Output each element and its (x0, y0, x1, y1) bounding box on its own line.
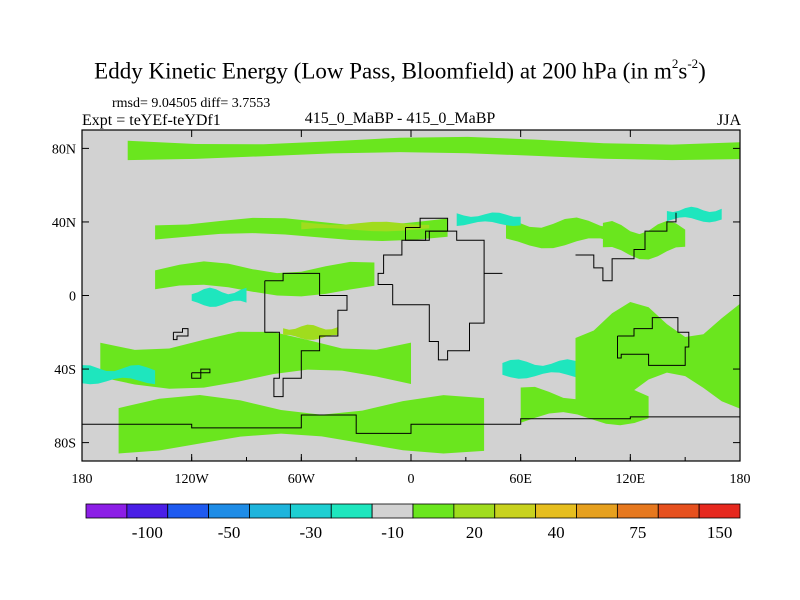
y-axis: 80N 40N 0 40S 80S (52, 142, 740, 452)
contour-region (456, 212, 521, 226)
contour-region (301, 221, 430, 232)
y-tick-label: 0 (69, 290, 76, 305)
colorbar-box (249, 503, 291, 519)
colorbar-label: 75 (629, 523, 646, 542)
contour-region (100, 331, 412, 389)
colorbar-box (535, 503, 577, 519)
experiment-label: Expt = teYEf-teYDf1 (82, 112, 221, 129)
colorbar-box (657, 503, 700, 519)
colorbar-box (412, 503, 455, 519)
colorbar: -100 -50 -30 -10 20 40 75 150 (85, 503, 741, 542)
contour-region (520, 386, 649, 426)
contour-region (666, 206, 722, 223)
colorbar-box (330, 503, 373, 519)
colorbar-box (576, 503, 618, 519)
coastline (172, 328, 189, 341)
colorbar-label: -30 (299, 523, 322, 542)
contour-region (506, 217, 613, 249)
chart-subtitle: 415_0_MaBP - 415_0_MaBP (304, 110, 496, 127)
colorbar-label: 20 (466, 523, 483, 542)
colorbar-label: -100 (132, 523, 163, 542)
coastline (264, 272, 348, 398)
x-tick-label: 120W (175, 472, 210, 487)
contour-region (575, 302, 740, 409)
contour-region (82, 365, 156, 385)
colorbar-box (208, 503, 250, 519)
coastline (617, 317, 690, 366)
colorbar-label: -50 (218, 523, 241, 542)
colorbar-box (616, 503, 659, 519)
colorbar-box (371, 503, 414, 519)
x-axis: 180 120W 60W 0 60E 120E 180 (72, 130, 751, 487)
season-label: JJA (716, 112, 741, 129)
coastline (82, 414, 740, 434)
coastline (575, 212, 677, 282)
y-tick-label: 80N (52, 142, 76, 157)
stats-label: rmsd= 9.04505 diff= 3.7553 (112, 96, 271, 111)
contour-region (127, 136, 740, 161)
coastlines (82, 212, 740, 434)
colorbar-box (289, 503, 332, 519)
y-tick-label: 80S (54, 437, 76, 452)
chart-title: Eddy Kinetic Energy (Low Pass, Bloomfiel… (94, 56, 706, 84)
y-tick-label: 40S (54, 363, 76, 378)
contour-region (155, 217, 448, 241)
colorbar-box (494, 503, 537, 519)
contour-region (191, 287, 247, 307)
colorbar-box (453, 503, 496, 519)
contour-region (602, 220, 686, 260)
x-tick-label: 0 (408, 472, 415, 487)
y-tick-label: 40N (52, 216, 76, 231)
colorbar-box (126, 503, 169, 519)
colorbar-label: 150 (707, 523, 733, 542)
contour-region (502, 359, 576, 379)
x-tick-label: 60E (509, 472, 532, 487)
coastline (377, 230, 503, 361)
colorbar-box (167, 503, 210, 519)
coastline (191, 368, 211, 379)
x-tick-label: 120E (616, 472, 646, 487)
x-tick-label: 60W (288, 472, 316, 487)
colorbar-label: -10 (381, 523, 404, 542)
x-tick-label: 180 (730, 472, 751, 487)
x-tick-label: 180 (72, 472, 93, 487)
colorbar-label: 40 (548, 523, 565, 542)
colorbar-box (85, 503, 128, 519)
colorbar-box (698, 503, 741, 519)
